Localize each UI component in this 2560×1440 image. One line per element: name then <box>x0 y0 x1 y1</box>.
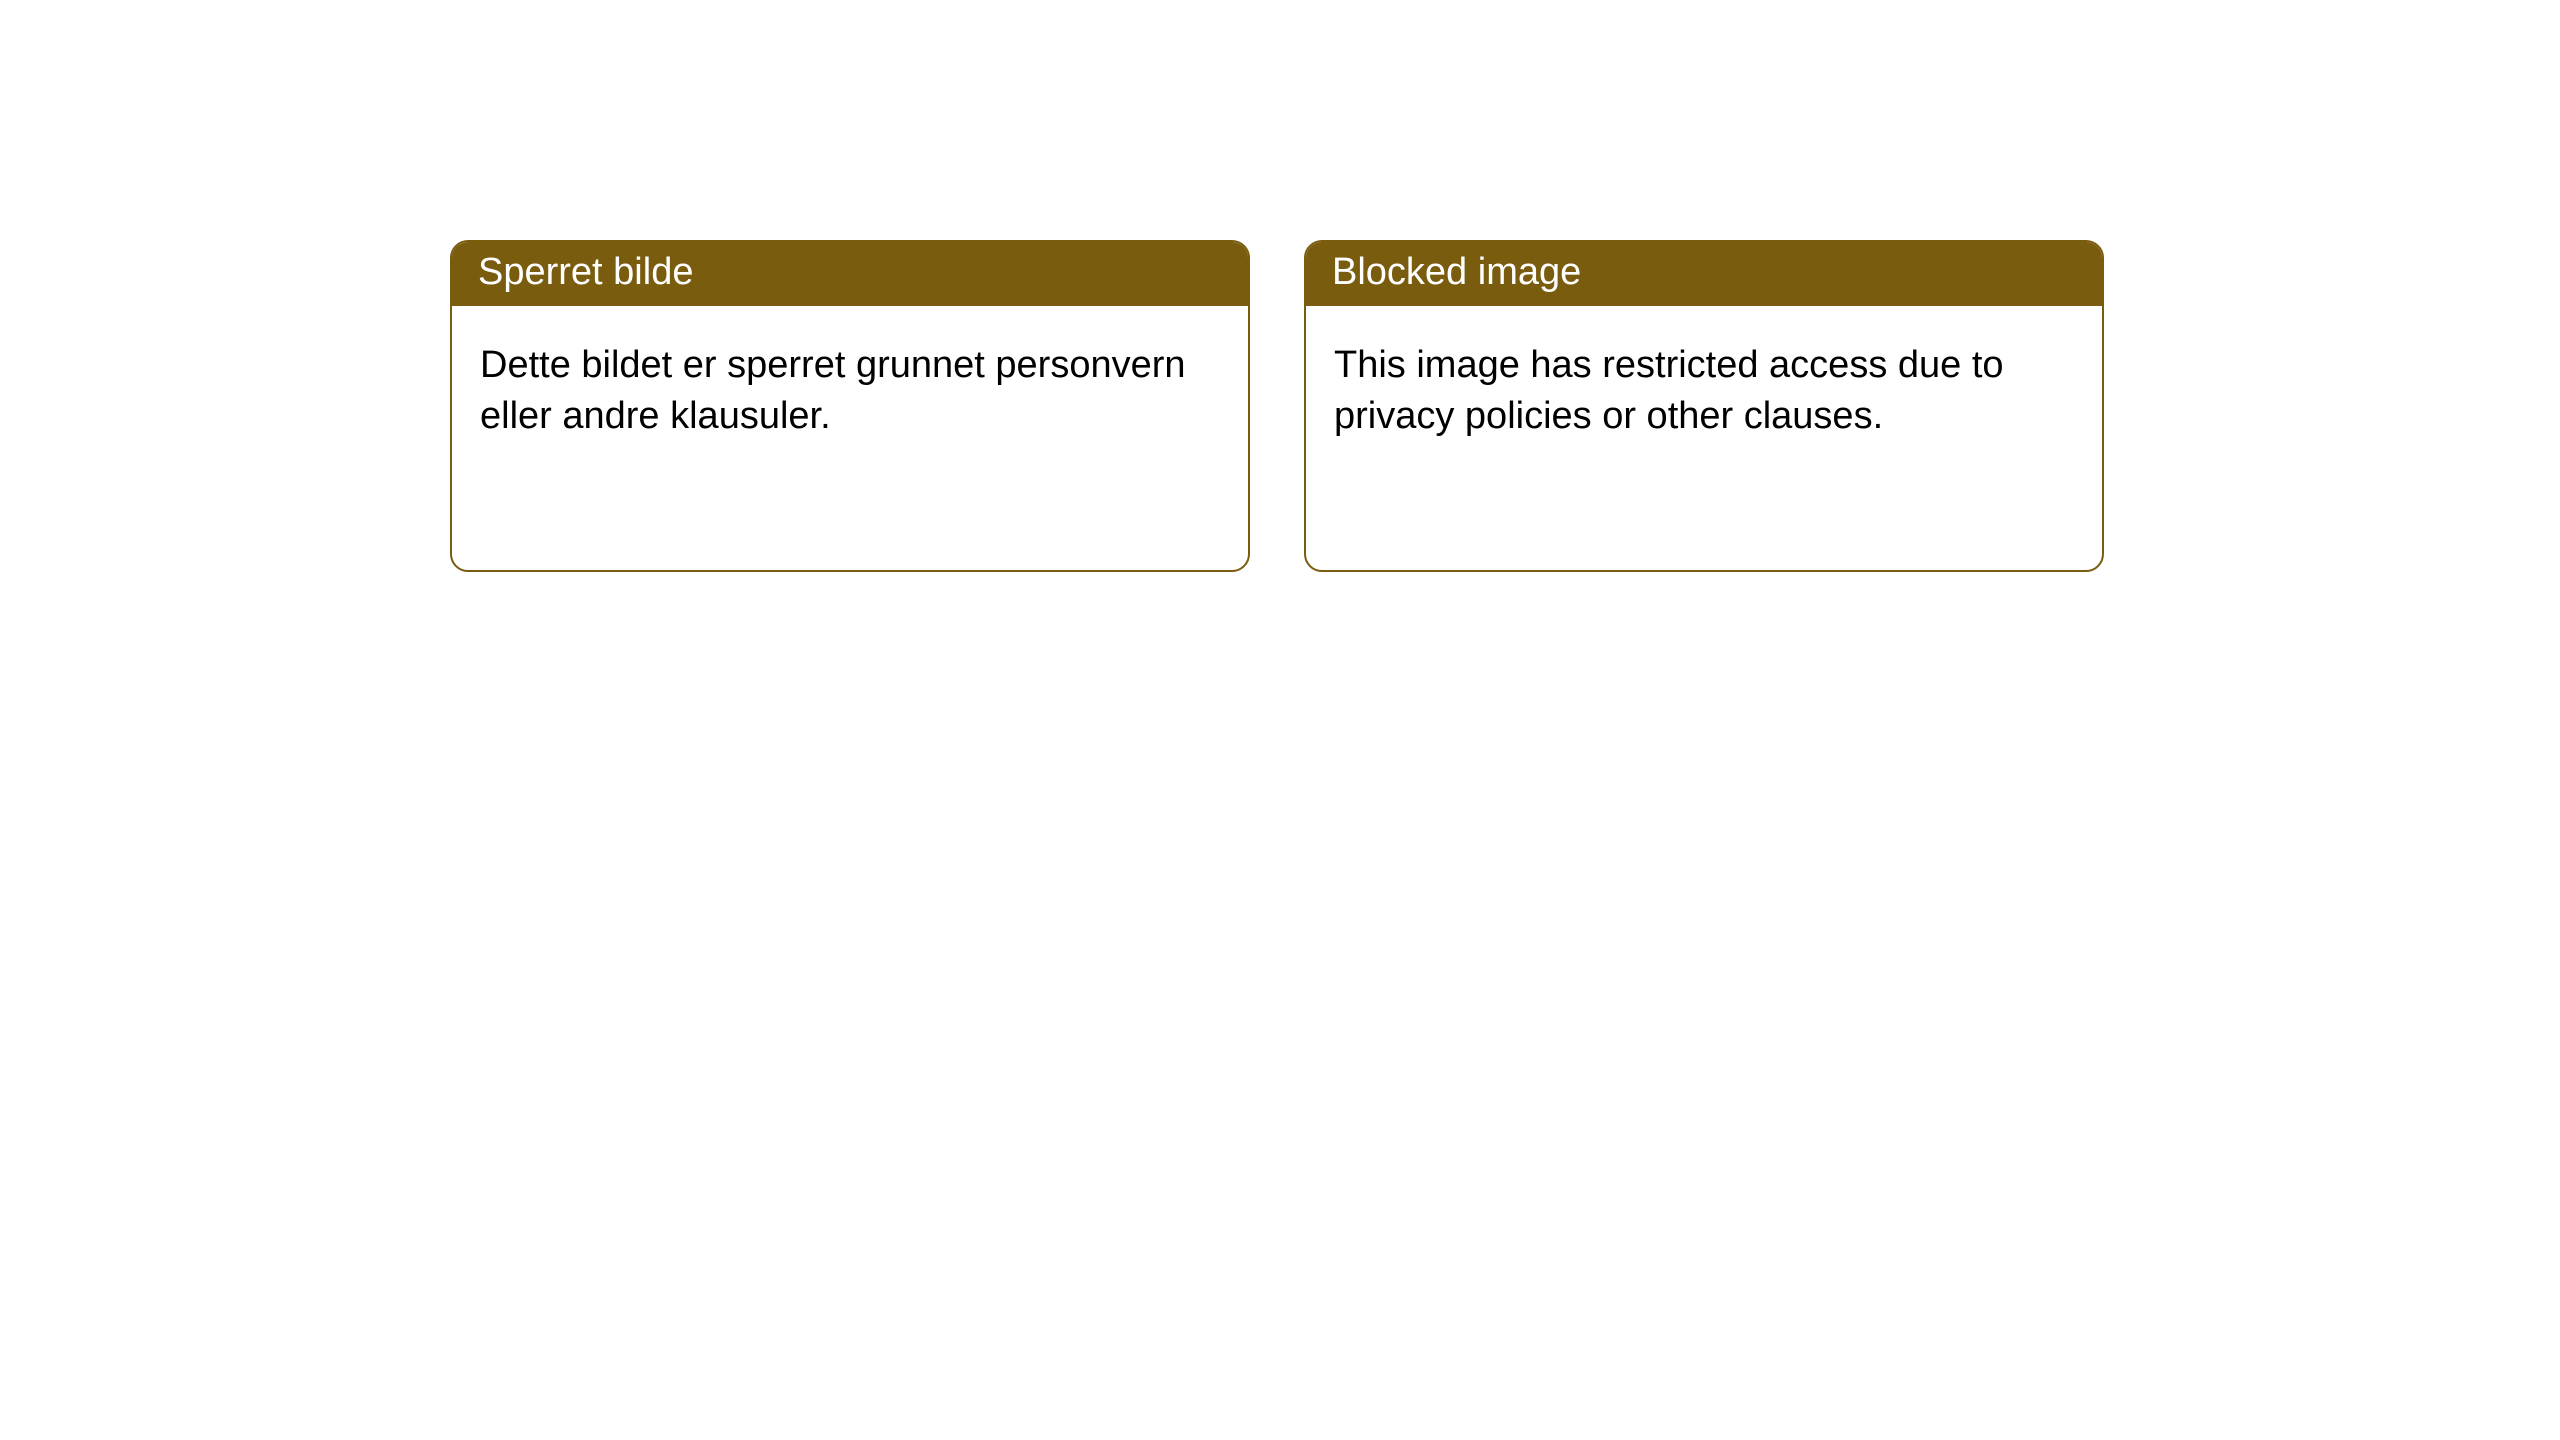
notice-container: Sperret bilde Dette bildet er sperret gr… <box>0 0 2560 572</box>
notice-body-english: This image has restricted access due to … <box>1306 306 2102 477</box>
notice-title-english: Blocked image <box>1306 242 2102 306</box>
notice-card-norwegian: Sperret bilde Dette bildet er sperret gr… <box>450 240 1250 572</box>
notice-body-norwegian: Dette bildet er sperret grunnet personve… <box>452 306 1248 477</box>
notice-card-english: Blocked image This image has restricted … <box>1304 240 2104 572</box>
notice-title-norwegian: Sperret bilde <box>452 242 1248 306</box>
